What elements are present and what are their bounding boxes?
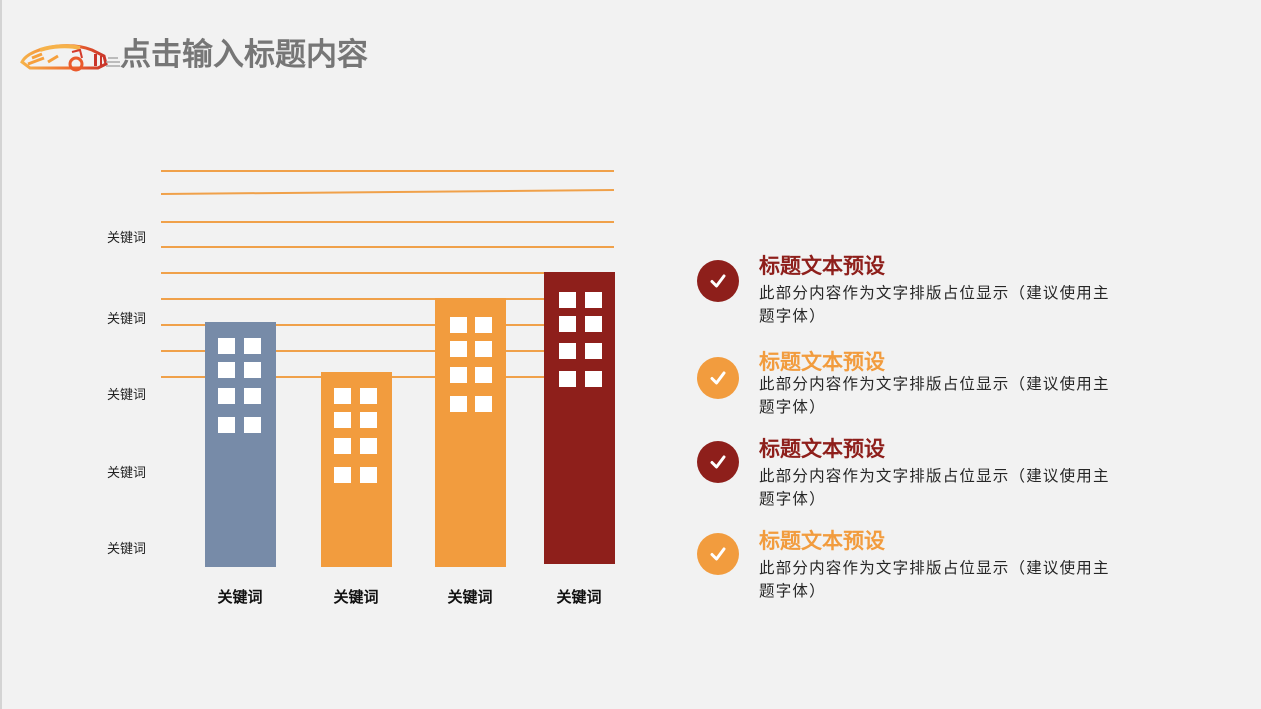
window [244, 417, 261, 433]
window [585, 316, 602, 332]
window [218, 338, 235, 354]
check-circle-icon [697, 441, 739, 483]
window [334, 388, 351, 404]
item-description[interactable]: 此部分内容作为文字排版占位显示（建议使用主题字体） [759, 284, 1110, 325]
x-axis-label: 关键词 [217, 588, 263, 606]
y-axis-label: 关键词 [107, 542, 147, 557]
window [475, 367, 492, 383]
item-description[interactable]: 此部分内容作为文字排版占位显示（建议使用主题字体） [759, 467, 1110, 508]
window [244, 388, 261, 404]
window [585, 343, 602, 359]
window [475, 341, 492, 357]
header [18, 34, 122, 78]
check-circle-icon [697, 357, 739, 399]
item-title[interactable]: 标题文本预设 [759, 349, 885, 374]
bar-building-3[interactable] [435, 298, 506, 567]
y-axis-label: 关键词 [107, 466, 147, 481]
window [334, 467, 351, 483]
window [218, 417, 235, 433]
bar-building-4[interactable] [544, 272, 615, 564]
x-axis-label: 关键词 [333, 588, 379, 606]
item-title[interactable]: 标题文本预设 [759, 436, 885, 461]
gridline [161, 221, 614, 223]
x-axis-label: 关键词 [447, 588, 493, 606]
item-title[interactable]: 标题文本预设 [759, 253, 885, 278]
list-item: 标题文本预设 此部分内容作为文字排版占位显示（建议使用主题字体） [697, 436, 1127, 531]
window [218, 362, 235, 378]
item-description[interactable]: 此部分内容作为文字排版占位显示（建议使用主题字体） [759, 559, 1110, 600]
window [450, 341, 467, 357]
item-title[interactable]: 标题文本预设 [759, 528, 885, 553]
window [475, 396, 492, 412]
check-circle-icon [697, 260, 739, 302]
slide-left-border [0, 0, 2, 709]
window [450, 317, 467, 333]
gridline [161, 324, 614, 326]
bar-building-1[interactable] [205, 322, 276, 567]
window [559, 371, 576, 387]
window [559, 292, 576, 308]
window [475, 317, 492, 333]
gridline [161, 246, 614, 248]
window [585, 371, 602, 387]
bar-building-2[interactable] [321, 372, 392, 567]
window [559, 343, 576, 359]
window [360, 412, 377, 428]
building-bar-chart: 关键词 关键词 关键词 关键词 关键词 [107, 170, 615, 606]
gridline [161, 272, 614, 274]
window [585, 292, 602, 308]
window [450, 396, 467, 412]
y-axis-label: 关键词 [107, 231, 147, 246]
y-axis-label: 关键词 [107, 312, 147, 327]
window [450, 367, 467, 383]
list-item: 标题文本预设 此部分内容作为文字排版占位显示（建议使用主题字体） [697, 349, 1127, 447]
window [244, 362, 261, 378]
window [334, 438, 351, 454]
window [559, 316, 576, 332]
list-item: 标题文本预设 此部分内容作为文字排版占位显示（建议使用主题字体） [697, 253, 1127, 350]
window [360, 467, 377, 483]
window [218, 388, 235, 404]
gridline [161, 170, 614, 172]
window [244, 338, 261, 354]
window [360, 438, 377, 454]
window [334, 412, 351, 428]
gridline [161, 298, 614, 300]
page-title[interactable]: 点击输入标题内容 [120, 37, 368, 73]
sports-car-icon [18, 36, 122, 76]
list-item: 标题文本预设 此部分内容作为文字排版占位显示（建议使用主题字体） [697, 528, 1127, 623]
item-description[interactable]: 此部分内容作为文字排版占位显示（建议使用主题字体） [759, 375, 1110, 416]
check-circle-icon [697, 533, 739, 575]
x-axis-label: 关键词 [556, 588, 602, 606]
gridline [161, 350, 614, 352]
gridline [160, 189, 614, 195]
y-axis-label: 关键词 [107, 388, 147, 403]
window [360, 388, 377, 404]
